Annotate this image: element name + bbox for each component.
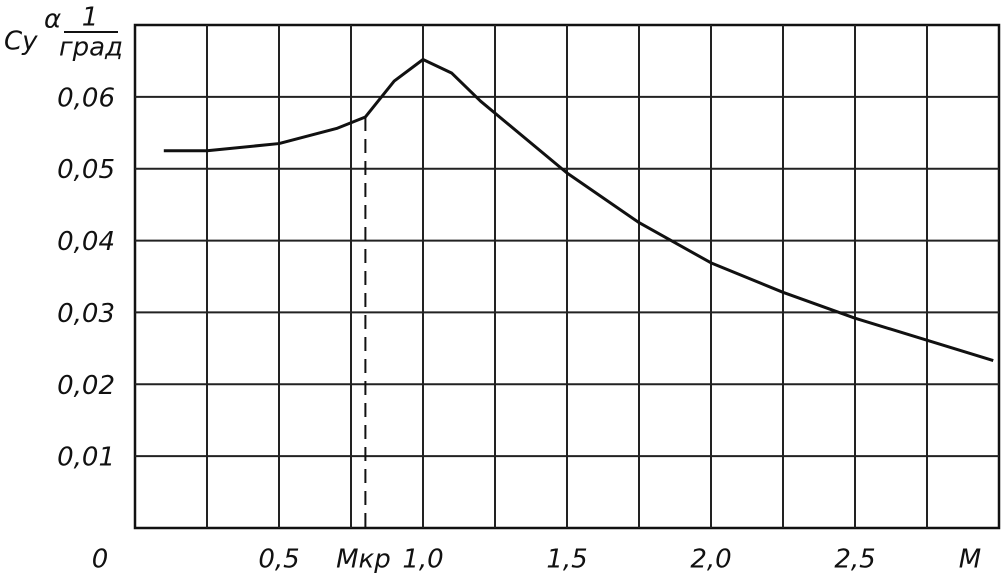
y-label-den: град [59,33,123,63]
y-label: Cy [4,27,38,57]
y-tick-label: 0,01 [57,443,115,473]
x-label: M [959,545,981,575]
x-tick-label: 1,5 [546,545,587,575]
x-tick-label: 2,5 [834,545,875,575]
x-tick-label: 0 [92,545,109,575]
data-line [163,57,994,363]
x-tick-label: 1,0 [402,545,443,575]
y-tick-label: 0,03 [57,299,115,329]
x-tick-label: 0,5 [258,545,299,575]
y-tick-label: 0,05 [57,155,115,185]
y-tick-label: 0,06 [57,83,115,113]
y-tick-label: 0,04 [57,227,115,257]
y-label-sup: α [44,5,61,35]
y-tick-label: 0,02 [57,371,115,401]
y-label-num: 1 [82,3,99,33]
x-tick-label: 2,0 [690,545,731,575]
annotation: Mкр [336,545,391,575]
